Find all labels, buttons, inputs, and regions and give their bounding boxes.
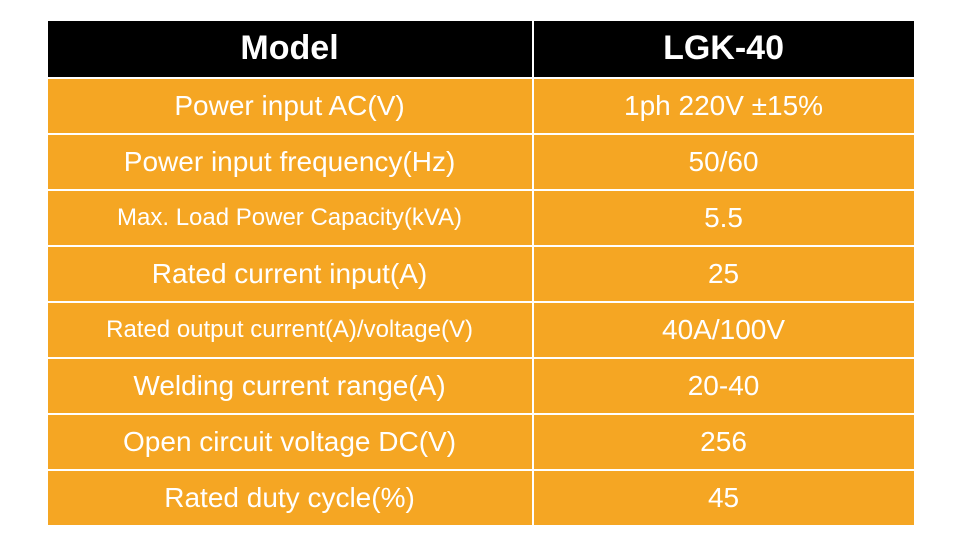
table-row: Rated current input(A) 25: [47, 246, 915, 302]
row-label: Rated current input(A): [47, 246, 533, 302]
table-body: Power input AC(V) 1ph 220V ±15% Power in…: [47, 78, 915, 526]
table-row: Power input frequency(Hz) 50/60: [47, 134, 915, 190]
table-row: Power input AC(V) 1ph 220V ±15%: [47, 78, 915, 134]
table-header-row: Model LGK-40: [47, 20, 915, 78]
table-row: Open circuit voltage DC(V) 256: [47, 414, 915, 470]
row-value: 50/60: [533, 134, 915, 190]
row-label: Power input frequency(Hz): [47, 134, 533, 190]
header-value-cell: LGK-40: [533, 20, 915, 78]
row-value: 45: [533, 470, 915, 526]
header-label-cell: Model: [47, 20, 533, 78]
row-label: Max. Load Power Capacity(kVA): [47, 190, 533, 246]
row-label: Rated output current(A)/voltage(V): [47, 302, 533, 358]
row-value: 20-40: [533, 358, 915, 414]
row-label: Rated duty cycle(%): [47, 470, 533, 526]
table-row: Rated duty cycle(%) 45: [47, 470, 915, 526]
row-value: 256: [533, 414, 915, 470]
row-label: Open circuit voltage DC(V): [47, 414, 533, 470]
row-label: Welding current range(A): [47, 358, 533, 414]
table-row: Welding current range(A) 20-40: [47, 358, 915, 414]
table-row: Max. Load Power Capacity(kVA) 5.5: [47, 190, 915, 246]
row-label: Power input AC(V): [47, 78, 533, 134]
row-value: 25: [533, 246, 915, 302]
row-value: 5.5: [533, 190, 915, 246]
row-value: 40A/100V: [533, 302, 915, 358]
row-value: 1ph 220V ±15%: [533, 78, 915, 134]
spec-table: Model LGK-40 Power input AC(V) 1ph 220V …: [46, 19, 916, 527]
table-row: Rated output current(A)/voltage(V) 40A/1…: [47, 302, 915, 358]
